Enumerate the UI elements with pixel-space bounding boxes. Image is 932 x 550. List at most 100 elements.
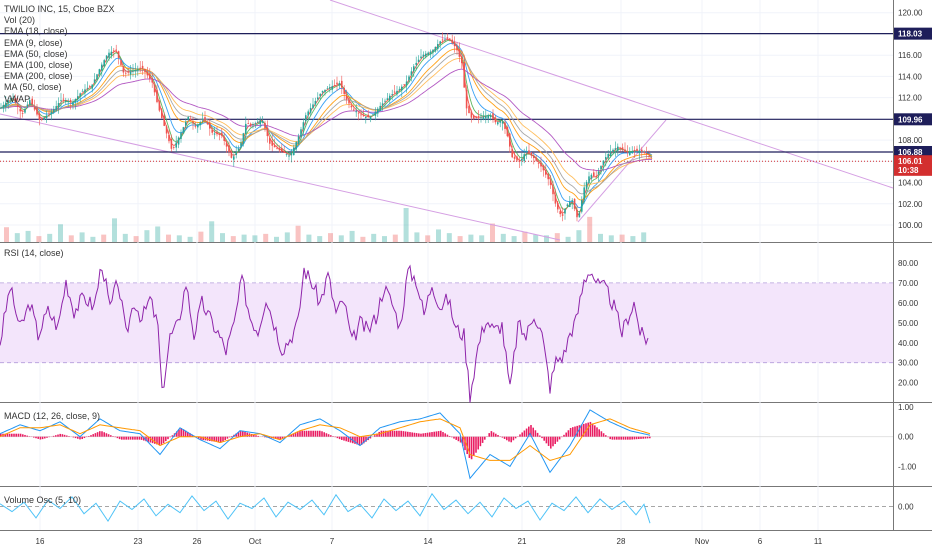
volume-bar (641, 232, 647, 242)
candle-body (197, 125, 199, 128)
macd-histogram-bar (209, 436, 211, 441)
macd-histogram-bar (217, 436, 220, 443)
candle-body (77, 96, 79, 100)
candle-body (163, 115, 165, 126)
candle-body (585, 181, 588, 189)
macd-histogram-bar (556, 436, 559, 442)
candle-body (98, 69, 101, 75)
candle-body (127, 71, 129, 73)
macd-histogram-bar (92, 434, 94, 437)
candle-body (221, 132, 223, 136)
candle-body (561, 214, 564, 216)
indicator-vwap[interactable]: VWAP (4, 93, 31, 104)
macd-histogram-bar (303, 430, 306, 437)
candle-body (31, 98, 33, 105)
volume-bar (630, 236, 636, 242)
rsi-pane-title[interactable]: RSI (14, close) (4, 248, 64, 258)
macd-histogram-bar (178, 429, 180, 437)
candle-body (41, 118, 43, 120)
volume-bar (490, 223, 495, 242)
indicator-ema50[interactable]: EMA (50, close) (4, 48, 68, 59)
indicator-ema200[interactable]: EMA (200, close) (4, 71, 73, 82)
candle-body (494, 117, 497, 123)
candle-body (545, 170, 547, 175)
indicator-ema9[interactable]: EMA (9, close) (4, 37, 63, 48)
candle-body (206, 121, 209, 125)
candle-body (36, 107, 38, 115)
macd-histogram-bar (200, 436, 202, 440)
price-tick-label: 116.00 (898, 51, 922, 60)
volume-bar (58, 224, 63, 242)
price-tick-label: 114.00 (898, 72, 922, 81)
macd-histogram-bar (132, 436, 134, 440)
candle-body (607, 154, 609, 158)
macd-histogram-bar (176, 431, 178, 437)
indicator-ema18[interactable]: EMA (18, close) (4, 26, 68, 37)
macd-histogram-bar (145, 436, 147, 442)
indicator-vol[interactable]: Vol (20) (4, 15, 36, 26)
macd-histogram-bar (68, 436, 70, 437)
candle-body (266, 127, 269, 137)
macd-pane-title[interactable]: MACD (12, 26, close, 9) (4, 411, 101, 421)
candle-body (257, 121, 259, 123)
macd-histogram-bar (127, 436, 130, 440)
macd-histogram-bar (481, 436, 484, 443)
macd-histogram-bar (37, 436, 39, 439)
candle-body (564, 208, 566, 214)
candle-body (209, 122, 211, 129)
macd-histogram-bar (299, 431, 301, 437)
volume-bar (436, 229, 441, 242)
volume-bar (414, 232, 420, 242)
candle-body (645, 153, 648, 155)
volume-bar (14, 233, 20, 242)
macd-histogram-bar (314, 430, 317, 437)
candle-body (609, 151, 612, 157)
candle-body (381, 103, 384, 106)
candle-body (242, 133, 245, 144)
candle-body (297, 136, 300, 145)
time-tick-label: Oct (249, 537, 262, 546)
macd-histogram-bar (576, 425, 578, 437)
macd-histogram-bar (488, 433, 490, 437)
candle-body (300, 129, 302, 137)
price-tick-label: 112.00 (898, 94, 922, 103)
macd-histogram-bar (213, 436, 215, 442)
candle-body (53, 109, 55, 113)
symbol-title[interactable]: TWILIO INC, 15, Cboe BZX (4, 4, 115, 14)
macd-histogram-bar (503, 436, 506, 439)
macd-histogram-bar (301, 430, 303, 437)
macd-histogram-bar (290, 435, 292, 437)
macd-histogram-bar (497, 435, 499, 437)
macd-histogram-bar (528, 426, 530, 437)
macd-histogram-bar (534, 430, 537, 437)
volume-osc-pane-title[interactable]: Volume Osc (5, 10) (4, 495, 82, 505)
candle-body (175, 142, 177, 148)
macd-histogram-bar (316, 430, 319, 437)
macd-histogram-bar (257, 435, 259, 437)
candle-body (415, 62, 417, 65)
macd-histogram-bar (147, 436, 149, 442)
time-tick-label: 26 (193, 537, 202, 546)
macd-histogram-bar (393, 430, 396, 437)
macd-histogram-bar (554, 436, 556, 444)
macd-histogram-bar (530, 425, 532, 437)
candle-body (278, 148, 281, 151)
indicator-ma50[interactable]: MA (50, close) (4, 82, 62, 93)
macd-histogram-bar (279, 436, 281, 440)
macd-histogram-bar (239, 430, 242, 437)
candle-body (513, 156, 516, 159)
candle-body (5, 102, 7, 108)
volume-bar (425, 235, 431, 242)
volume-bar (155, 226, 161, 242)
macd-histogram-bar (165, 436, 167, 442)
macd-histogram-bar (103, 432, 105, 437)
macd-histogram-bar (99, 431, 101, 437)
candle-body (504, 122, 506, 129)
candle-body (139, 67, 141, 69)
candle-body (38, 114, 41, 120)
candle-body (444, 39, 446, 41)
indicator-ema100[interactable]: EMA (100, close) (4, 60, 73, 71)
macd-histogram-bar (376, 433, 378, 437)
